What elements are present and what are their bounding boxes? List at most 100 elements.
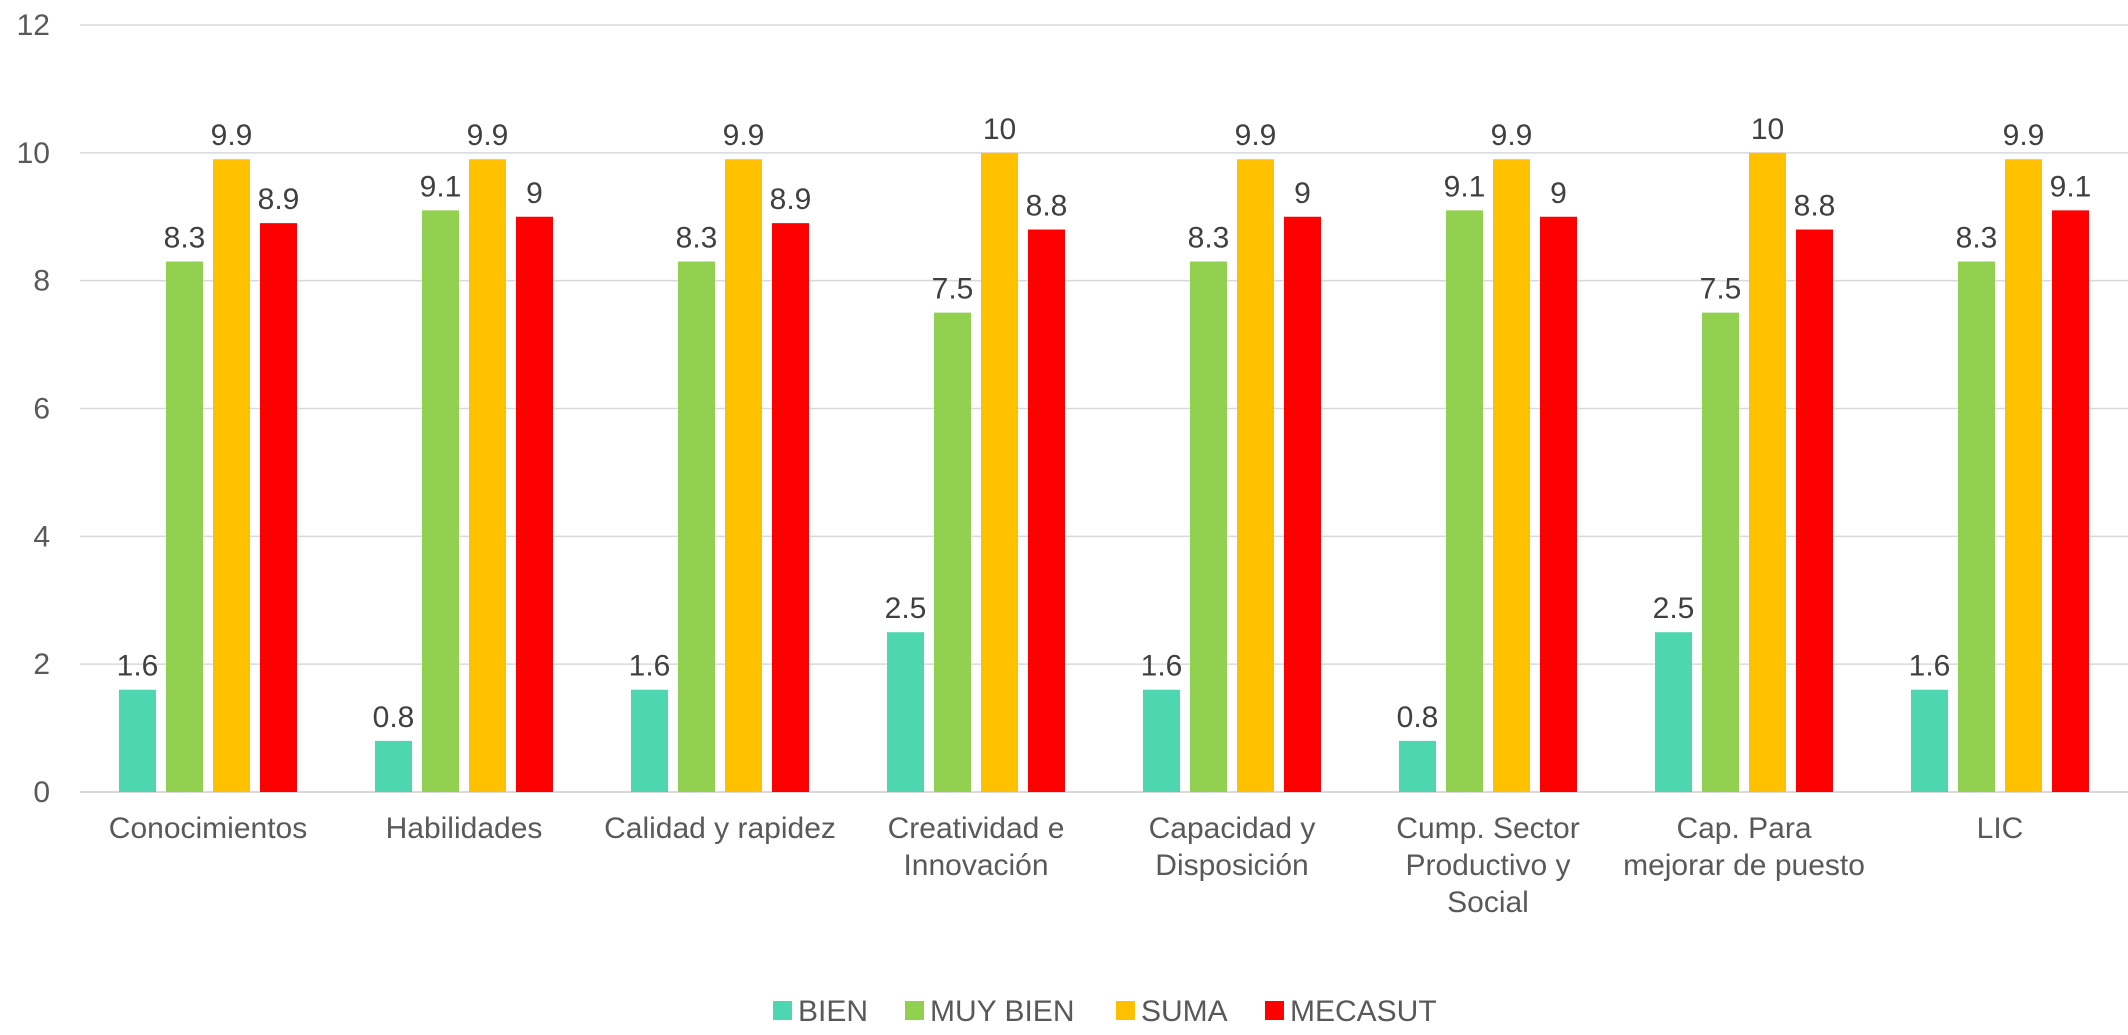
legend-swatch <box>1116 1001 1135 1020</box>
bar <box>422 210 459 792</box>
x-axis: Conocimientos Habilidades Calidad y rapide… <box>109 812 2024 919</box>
data-label: 8.9 <box>258 183 300 216</box>
data-label: 1.6 <box>117 650 159 683</box>
legend: BIEN MUY BIEN SUMA MECASUT <box>773 995 1437 1028</box>
data-label: 8.8 <box>1026 190 1068 223</box>
data-label: 1.6 <box>629 650 671 683</box>
x-tick-label-line: Social <box>1447 886 1529 919</box>
y-tick-label: 6 <box>33 393 50 426</box>
data-label: 1.6 <box>1141 650 1183 683</box>
data-label: 9.1 <box>420 170 462 203</box>
bar <box>1540 216 1577 792</box>
data-label: 9.9 <box>1491 119 1533 152</box>
bar <box>1655 632 1692 792</box>
y-tick-label: 12 <box>17 9 50 42</box>
bar <box>119 689 156 792</box>
x-tick-label: Conocimientos <box>109 812 307 845</box>
bar <box>2005 159 2042 793</box>
bar <box>2052 210 2089 792</box>
bar <box>981 152 1018 793</box>
legend-swatch <box>1265 1001 1284 1020</box>
y-tick-label: 0 <box>33 776 50 809</box>
bar <box>1028 229 1065 793</box>
data-label: 9.1 <box>1444 170 1486 203</box>
y-tick-label: 10 <box>17 137 50 170</box>
x-tick-label: Calidad y rapidez <box>604 812 836 845</box>
y-tick-label: 4 <box>33 520 50 553</box>
bar <box>1237 159 1274 793</box>
x-tick-label-line: Disposición <box>1155 849 1308 882</box>
bar <box>213 159 250 793</box>
data-label: 0.8 <box>373 701 415 734</box>
data-label: 8.9 <box>770 183 812 216</box>
x-tick-label-line: Cap. Para <box>1676 812 1811 845</box>
data-label: 10 <box>1751 113 1784 146</box>
x-tick-label-line: Cump. Sector <box>1396 812 1579 845</box>
legend-label: MECASUT <box>1290 995 1437 1028</box>
bar <box>1958 261 1995 792</box>
legend-label: MUY BIEN <box>930 995 1074 1028</box>
bar <box>772 223 809 792</box>
data-label: 1.6 <box>1909 650 1951 683</box>
data-label: 7.5 <box>1700 273 1742 306</box>
data-label: 0.8 <box>1397 701 1439 734</box>
x-tick-label-line: Productivo y <box>1405 849 1570 882</box>
x-tick-label-line: Creatividad e <box>888 812 1065 845</box>
data-label: 2.5 <box>1653 592 1695 625</box>
bar <box>375 740 412 792</box>
y-axis: 0 2 4 6 8 10 12 <box>17 9 50 809</box>
bar <box>631 689 668 792</box>
x-tick-label: Cap. Para mejorar de puesto <box>1623 812 1865 882</box>
data-label: 9 <box>526 177 543 210</box>
x-tick-label: Cump. Sector Productivo y Social <box>1396 812 1579 919</box>
bar <box>1493 159 1530 793</box>
gridlines <box>80 24 2128 793</box>
data-label: 9.9 <box>1235 119 1277 152</box>
bar <box>1796 229 1833 793</box>
bar <box>166 261 203 792</box>
x-tick-label: Habilidades <box>386 812 543 845</box>
bar <box>516 216 553 792</box>
data-labels: 1.68.39.98.90.89.19.991.68.39.98.92.57.5… <box>117 113 2092 734</box>
data-label: 7.5 <box>932 273 974 306</box>
x-tick-label-line: Habilidades <box>386 812 543 845</box>
y-tick-label: 2 <box>33 648 50 681</box>
data-label: 8.3 <box>164 221 206 254</box>
data-label: 8.3 <box>1188 221 1230 254</box>
data-label: 2.5 <box>885 592 927 625</box>
y-tick-label: 8 <box>33 265 50 298</box>
bar <box>725 159 762 793</box>
legend-label: SUMA <box>1141 995 1228 1028</box>
data-label: 10 <box>983 113 1016 146</box>
bar <box>887 632 924 792</box>
bar <box>1190 261 1227 792</box>
x-tick-label-line: Capacidad y <box>1149 812 1316 845</box>
legend-label: BIEN <box>798 995 868 1028</box>
bar <box>1284 216 1321 792</box>
data-label: 9 <box>1294 177 1311 210</box>
data-label: 9 <box>1550 177 1567 210</box>
data-label: 8.3 <box>1956 221 1998 254</box>
data-label: 9.9 <box>467 119 509 152</box>
bar <box>469 159 506 793</box>
bar <box>1702 312 1739 792</box>
bars <box>119 152 2089 793</box>
x-tick-label-line: Calidad y rapidez <box>604 812 836 845</box>
bar <box>1446 210 1483 792</box>
bar <box>1749 152 1786 793</box>
bar <box>1911 689 1948 792</box>
data-label: 9.9 <box>2003 119 2045 152</box>
legend-swatch <box>905 1001 924 1020</box>
bar <box>678 261 715 792</box>
bar <box>1143 689 1180 792</box>
x-tick-label-line: Conocimientos <box>109 812 307 845</box>
x-tick-label-line: Innovación <box>903 849 1048 882</box>
bar <box>934 312 971 792</box>
data-label: 9.9 <box>211 119 253 152</box>
bar <box>1399 740 1436 792</box>
x-tick-label-line: LIC <box>1977 812 2024 845</box>
x-tick-label-line: mejorar de puesto <box>1623 849 1865 882</box>
data-label: 8.8 <box>1794 190 1836 223</box>
data-label: 8.3 <box>676 221 718 254</box>
